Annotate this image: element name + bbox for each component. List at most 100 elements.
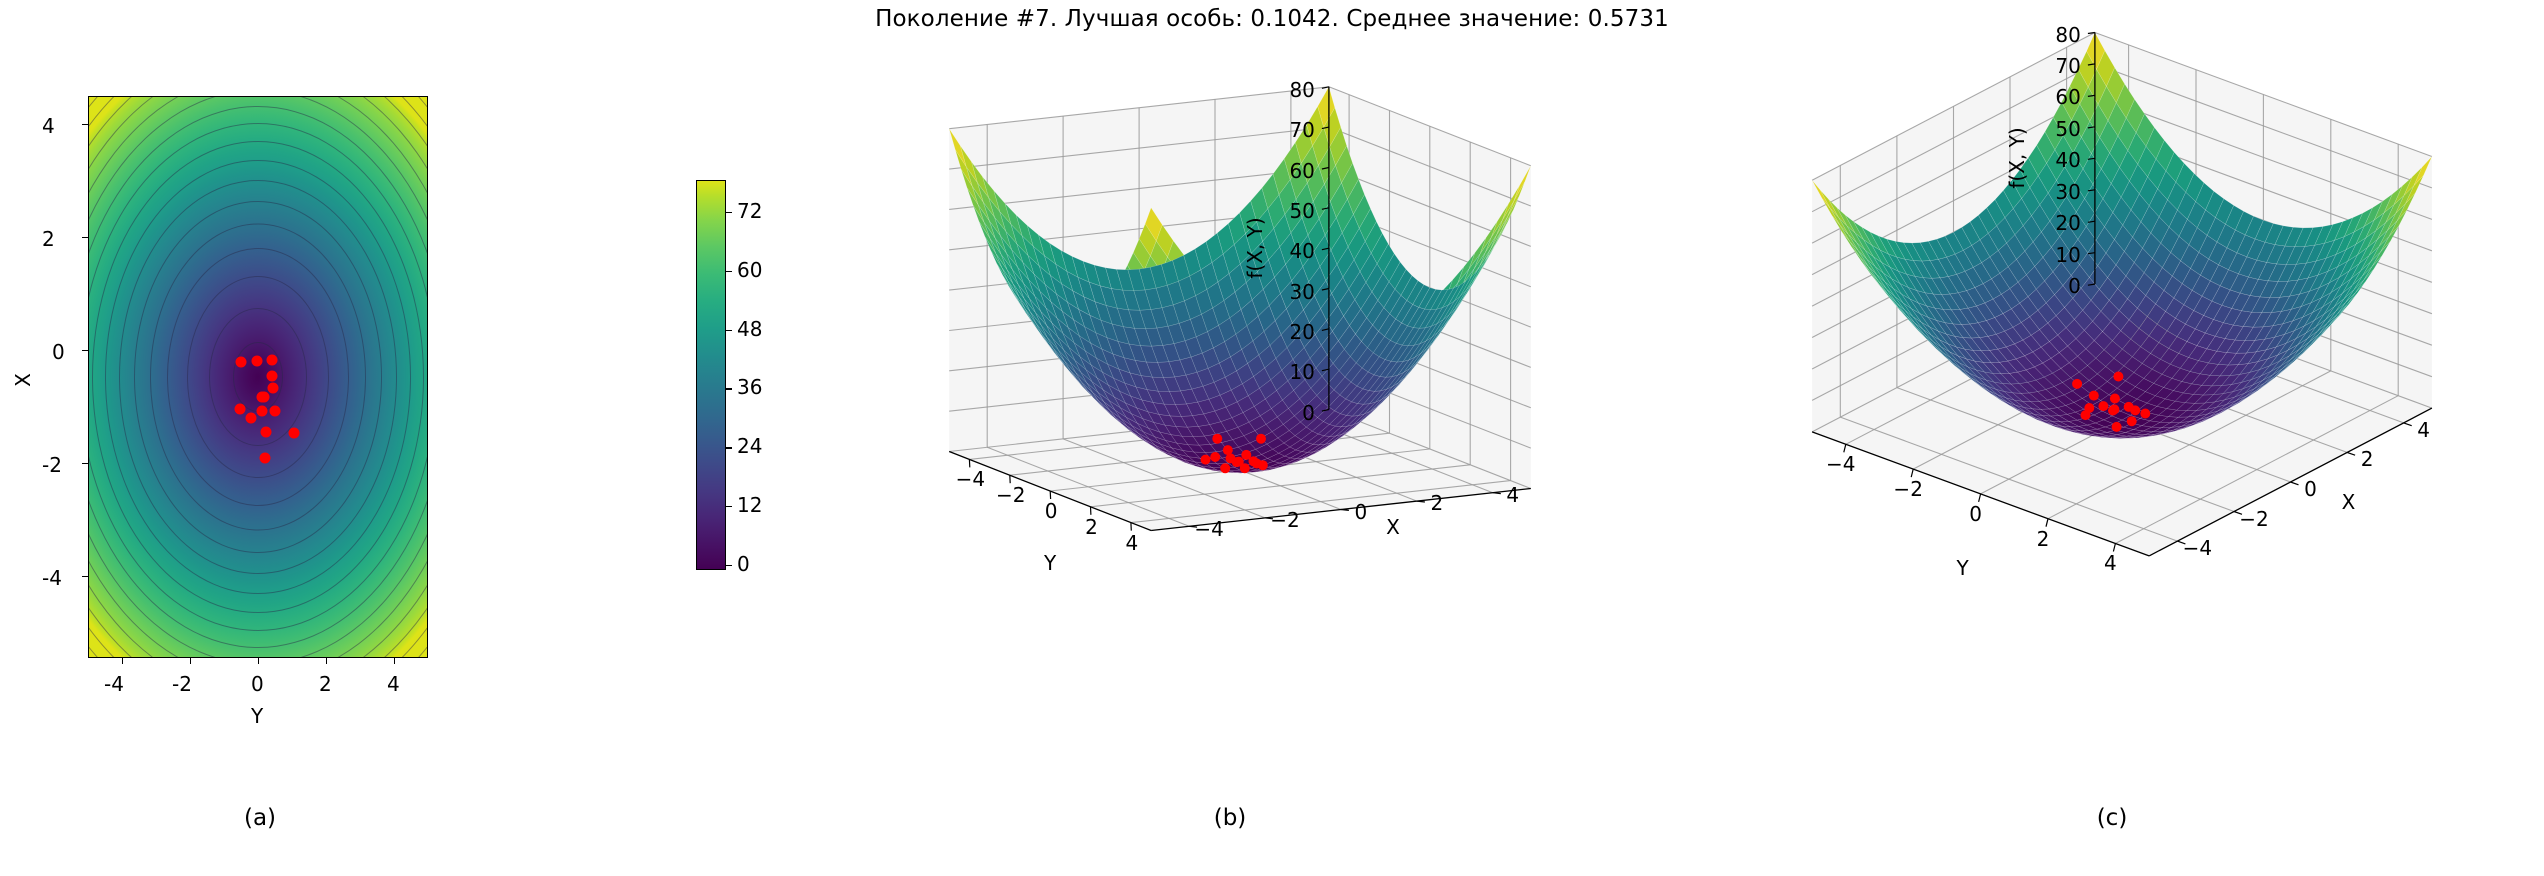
y-tick-label: −4 — [1826, 452, 1856, 477]
population-point — [1225, 453, 1236, 464]
x-axis-title: X — [2341, 489, 2356, 514]
surface-facet — [2086, 31, 2106, 70]
surface-facet — [2353, 207, 2374, 233]
panel-a-xtickmark — [258, 658, 260, 664]
axes3d-x-tickmark — [1492, 492, 1501, 495]
population-point — [2109, 404, 2120, 415]
surface-facet — [2333, 217, 2354, 241]
y-tick-label: 4 — [2104, 551, 2117, 576]
surface-facet — [2135, 113, 2155, 147]
surface-mesh — [1811, 31, 2433, 439]
panel-a-xtickmark — [326, 658, 328, 664]
z-tick-label: 20 — [2055, 211, 2081, 236]
axes3d-z-tickmark — [1321, 126, 1330, 130]
y-tick-label: −2 — [996, 483, 1026, 508]
panel-b-surface3d: 80 70 60 50 40 30 20 10 0 f(X, Y) −4 −2 0 2 4 Y −4 −2 0 2 4 X… — [800, 0, 1672, 876]
panel-a-xtick-2: 2 — [319, 672, 332, 696]
population-point — [1212, 433, 1223, 444]
surface-facet — [2155, 139, 2175, 172]
x-tick-label: 4 — [2417, 417, 2431, 442]
axes3d-wall-gridline — [1328, 126, 1532, 207]
z-tick-label: 40 — [2055, 148, 2081, 173]
surface-facet — [2096, 49, 2115, 87]
axes3d-x-tickmark — [2290, 481, 2299, 486]
axes3d-wall-gridline — [2094, 31, 2433, 158]
axes3d-floor-gridline — [2115, 395, 2399, 544]
x-tick-label: −2 — [2239, 506, 2269, 531]
population-point — [235, 356, 247, 368]
surface-facet — [2244, 215, 2264, 240]
population-point — [1210, 452, 1221, 462]
y-tick-label: 2 — [2036, 526, 2050, 551]
population-point — [1233, 456, 1244, 467]
panel-a-xtick-m4: -4 — [104, 672, 124, 696]
population-scatter-3d — [1200, 433, 1268, 474]
y-tick-label: 2 — [1085, 514, 1098, 539]
population-point — [259, 452, 271, 464]
colorbar-tickmark — [726, 565, 732, 567]
surface-facet — [2254, 219, 2274, 243]
surface-facet — [1513, 165, 1532, 202]
axes3d-wall-gridline — [1811, 94, 2096, 244]
surface-facet — [1335, 145, 1353, 184]
axes3d-z-tickmark — [2087, 157, 2095, 160]
axes3d-z-tickmark — [2087, 31, 2095, 35]
surface-facet — [2393, 176, 2413, 205]
colorbar-tick-label: 60 — [737, 257, 763, 282]
axes3d-wall-gridline — [1328, 408, 1532, 490]
panel-a-xtickmark — [122, 658, 124, 664]
surface-facet — [2284, 227, 2304, 247]
panel-a-ytick-4: 4 — [42, 114, 55, 138]
z-tick-label: 50 — [1289, 198, 1315, 223]
axes3d-wall-gridline — [1811, 63, 2096, 213]
population-point — [1239, 463, 1250, 474]
axes3d-x-tickmark — [2233, 510, 2243, 515]
population-point — [2109, 393, 2120, 404]
axes3d-z-tickmark — [2087, 252, 2095, 255]
z-tick-label: 30 — [2055, 179, 2081, 204]
x-tick-label: 0 — [2304, 476, 2317, 501]
population-point — [245, 412, 257, 424]
x-tick-label: 4 — [1506, 483, 1520, 508]
panel-a-xlabel: Y — [251, 704, 264, 728]
axes3d-z-tickmark — [1321, 247, 1330, 251]
panel-c-surface3d: 80 70 60 50 40 30 20 10 0 f(X, Y) −4 −2 0 2 4 Y −4 −2 0 2 4 X… — [1672, 0, 2544, 876]
x-tick-label: −4 — [2182, 536, 2213, 561]
axes3d-z-tickmark — [2087, 63, 2095, 66]
axes3d-x-tickmark — [1264, 517, 1274, 520]
panel-a-ylabel: X — [11, 373, 35, 387]
axes3d-z-tickmark — [2087, 283, 2095, 286]
population-point — [266, 354, 278, 366]
z-tick-label: 70 — [2055, 54, 2081, 79]
axes3d-x-tickmark — [1189, 525, 1198, 528]
surface-facet — [1430, 289, 1449, 310]
axes3d-x-tickmark — [1340, 508, 1349, 511]
axes3d-z-tickmark — [1321, 86, 1330, 89]
panel-a-caption: (a) — [243, 805, 277, 831]
population-point — [269, 405, 281, 417]
surface-facet — [2195, 182, 2215, 211]
population-point — [1241, 449, 1252, 460]
colorbar-tick-label: 72 — [737, 198, 763, 223]
surface-facet — [1459, 270, 1478, 297]
population-point — [258, 391, 270, 403]
axes3d-z-tickmark — [2087, 126, 2095, 129]
surface-facet — [2165, 151, 2185, 183]
panel-b-caption: (b) — [1213, 805, 1247, 831]
population-point — [266, 370, 278, 382]
panel-a-xtick-m2: -2 — [172, 672, 192, 696]
z-tick-label: 60 — [2055, 85, 2081, 110]
contour-line-rings — [89, 97, 427, 657]
axes3d-y-tickmark — [1910, 468, 1914, 478]
x-tick-label: −4 — [1194, 516, 1224, 541]
population-point — [234, 403, 246, 415]
surface-facet — [2363, 200, 2383, 228]
axes3d-wall-gridline — [2094, 94, 2433, 220]
axes3d-x-tickmark — [1416, 500, 1425, 503]
axes3d-z-tickmark — [2087, 189, 2095, 192]
panel-a-ytickmark — [82, 124, 88, 126]
axes3d-z-tickmark — [2087, 94, 2095, 97]
population-point — [1220, 463, 1231, 474]
surface-facet — [1495, 210, 1514, 244]
population-point — [1248, 456, 1259, 467]
